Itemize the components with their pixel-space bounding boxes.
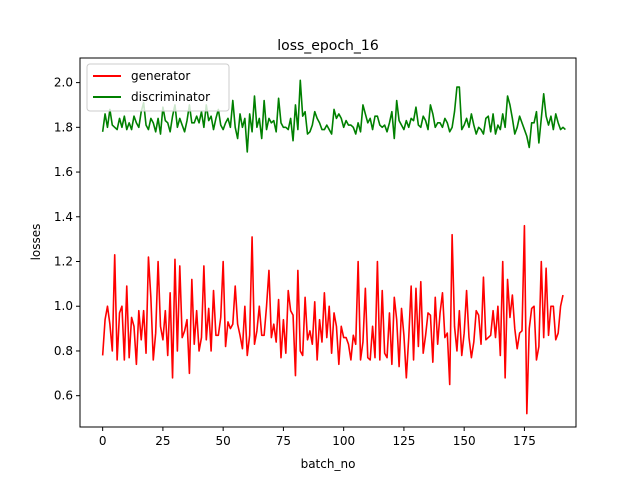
legend-box [86,63,230,112]
x-tick-label: 175 [513,434,536,448]
y-tick-label: 0.8 [54,344,73,358]
y-tick-label: 0.6 [54,389,73,403]
y-axis: 0.6 0.8 1.0 1.2 1.4 1.6 1.8 2.0 [54,76,80,403]
x-tick-label: 25 [155,434,170,448]
legend: generator discriminator [86,63,230,112]
y-tick-label: 2.0 [54,76,73,90]
y-tick-label: 1.2 [54,255,73,269]
chart-title: loss_epoch_16 [277,38,379,54]
x-tick-label: 50 [216,434,231,448]
legend-label-generator: generator [131,69,190,83]
legend-label-discriminator: discriminator [131,90,210,104]
y-tick-label: 1.4 [54,210,73,224]
x-axis-label: batch_no [301,457,356,471]
x-tick-label: 0 [99,434,107,448]
x-tick-label: 150 [453,434,476,448]
series-line-discriminator [101,79,566,153]
y-tick-label: 1.0 [54,299,73,313]
x-tick-label: 75 [276,434,291,448]
y-tick-label: 1.6 [54,165,73,179]
x-axis: 0 25 50 75 100 125 150 175 [99,427,536,448]
plot-area [101,79,566,415]
y-tick-label: 1.8 [54,120,73,134]
series-line-generator [101,224,564,415]
x-tick-label: 125 [392,434,415,448]
y-axis-label: losses [29,224,43,261]
x-tick-label: 100 [332,434,355,448]
axes-frame [79,57,577,428]
